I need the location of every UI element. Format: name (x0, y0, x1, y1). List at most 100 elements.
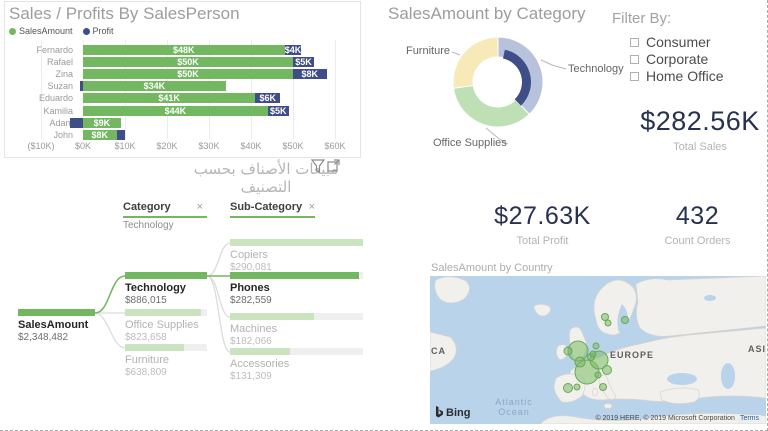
map-bubble[interactable] (601, 313, 609, 321)
map-bubble[interactable] (574, 356, 586, 368)
x-tick-label: $0K (74, 141, 91, 151)
profit-bar-label: $5K (295, 57, 312, 67)
profit-bar-john[interactable] (116, 130, 125, 140)
map-bubble[interactable] (604, 319, 612, 327)
donut-slice-office-supplies[interactable] (452, 84, 531, 128)
profit-bar-fernardo[interactable]: $4K (284, 45, 302, 55)
node-bar-fill (230, 313, 314, 320)
bar-chart-visual: Sales / Profits By SalesPerson SalesAmou… (4, 1, 361, 158)
filter-option-label: Home Office (646, 68, 724, 84)
map-label-asi: ASI (748, 344, 767, 354)
category-label: Eduardo (38, 93, 73, 103)
profit-bar-suzan[interactable] (80, 81, 83, 91)
map-bubble[interactable] (594, 371, 602, 379)
sales-bar-kamilia[interactable]: $44K (83, 106, 268, 116)
donut-title: SalesAmount by Category (388, 4, 586, 23)
node-label: Office Supplies (125, 319, 199, 331)
map-bubble[interactable] (592, 342, 600, 350)
donut-chart-visual: SalesAmount by Category Furniture Techno… (382, 0, 624, 160)
tree-visual-title-arabic: مبيعات الأصناف بحسب التصنيف (193, 160, 339, 196)
sales-bar-rafael[interactable]: $50K (83, 57, 293, 67)
decomposition-tree-visual: Category × Technology Sub-Category × Sal… (0, 195, 382, 410)
legend-item-salesamount[interactable]: SalesAmount (9, 26, 73, 36)
category-underline (123, 216, 207, 218)
map-bubble[interactable] (621, 316, 629, 324)
node-label: Copiers (230, 249, 268, 261)
node-label: SalesAmount (18, 319, 89, 331)
bing-logo[interactable]: Bing (435, 406, 470, 419)
tree-header-category-close-icon[interactable]: × (196, 201, 203, 213)
x-tick-label: $50K (282, 141, 304, 151)
filter-option-corporate[interactable]: Corporate (630, 51, 708, 67)
profit-bar-adam[interactable] (70, 118, 83, 128)
legend-label: Profit (92, 26, 114, 36)
filter-option-consumer[interactable]: Consumer (630, 34, 711, 50)
profit-bar-label: $6K (259, 93, 277, 103)
total-sales-card: $282.56K Total Sales (625, 106, 768, 153)
sales-bar-fernardo[interactable]: $48K (83, 45, 285, 55)
tree-connectors (94, 242, 231, 353)
sales-bar-eduardo[interactable]: $41K (83, 93, 256, 103)
checkbox-home-office[interactable] (630, 71, 639, 81)
map-bubble[interactable] (602, 365, 612, 375)
category-label: Suzan (47, 81, 73, 91)
checkbox-corporate[interactable] (630, 54, 639, 64)
sales-bar-label: $8K (91, 130, 109, 140)
europe-map (430, 276, 766, 424)
filter-title: Filter By: (612, 10, 672, 27)
profit-bar-eduardo[interactable]: $6K (255, 93, 281, 103)
bar-chart-title: Sales / Profits By SalesPerson (9, 4, 240, 23)
map-bubble[interactable] (563, 346, 573, 356)
node-bar-track[interactable] (230, 272, 363, 279)
filter-funnel-icon[interactable] (310, 158, 326, 175)
filter-option-home-office[interactable]: Home Office (630, 68, 724, 84)
sales-bar-adam[interactable]: $9K (83, 118, 121, 128)
node-value: $131,309 (230, 371, 272, 382)
donut-label-furniture: Furniture (405, 45, 450, 57)
x-gridline (335, 40, 336, 139)
node-bar-track[interactable] (125, 309, 207, 316)
map-bubble[interactable] (573, 383, 581, 391)
profit-bar-label: $5K (270, 106, 287, 116)
profit-bar-kamilia[interactable]: $5K (267, 106, 289, 116)
node-bar-fill (125, 309, 202, 316)
profit-bar-zina[interactable]: $8K (293, 69, 327, 79)
node-value: $638,809 (125, 367, 167, 378)
terms-link[interactable]: Terms (737, 415, 761, 422)
node-bar-fill (18, 309, 95, 316)
map-bubble[interactable] (563, 383, 573, 393)
bing-label: Bing (446, 406, 471, 419)
node-bar-fill (125, 272, 207, 279)
node-bar-track[interactable] (18, 309, 95, 316)
map-bubble[interactable] (599, 383, 607, 391)
sales-bar-suzan[interactable]: $34K (83, 81, 226, 91)
node-bar-track[interactable] (230, 313, 363, 320)
node-label: Technology (125, 282, 186, 294)
profit-bar-label: $8K (301, 69, 319, 79)
x-tick-label: $10K (114, 141, 136, 151)
tree-category-filter-value: Technology (123, 220, 174, 231)
map-bubble[interactable] (589, 350, 597, 358)
sales-bar-zina[interactable]: $50K (83, 69, 293, 79)
focus-mode-icon[interactable] (327, 159, 340, 172)
tree-header-subcategory-close-icon[interactable]: × (308, 201, 315, 213)
legend-item-profit[interactable]: Profit (82, 26, 114, 36)
node-bar-track[interactable] (230, 239, 363, 246)
profit-bar-rafael[interactable]: $5K (293, 57, 314, 67)
x-tick-label: ($10K) (27, 141, 55, 151)
filter-option-label: Corporate (646, 51, 709, 67)
map-seas (617, 295, 735, 389)
node-value: $182,066 (230, 336, 272, 347)
map-visual: SalesAmount by Country (430, 261, 766, 425)
node-bar-track[interactable] (230, 348, 363, 355)
subcategory-underline (230, 216, 315, 218)
map-copyright: © 2019 HERE, © 2019 Microsoft Corporatio… (595, 415, 761, 422)
node-bar-track[interactable] (125, 272, 207, 279)
checkbox-consumer[interactable] (630, 37, 639, 47)
donut-slice-furniture[interactable] (452, 36, 499, 89)
profit-bar-label: $4K (284, 45, 302, 55)
node-bar-track[interactable] (125, 344, 207, 351)
sales-bar-john[interactable]: $8K (83, 130, 117, 140)
node-bar-fill (230, 348, 290, 355)
sales-bar-label: $9K (93, 118, 111, 128)
